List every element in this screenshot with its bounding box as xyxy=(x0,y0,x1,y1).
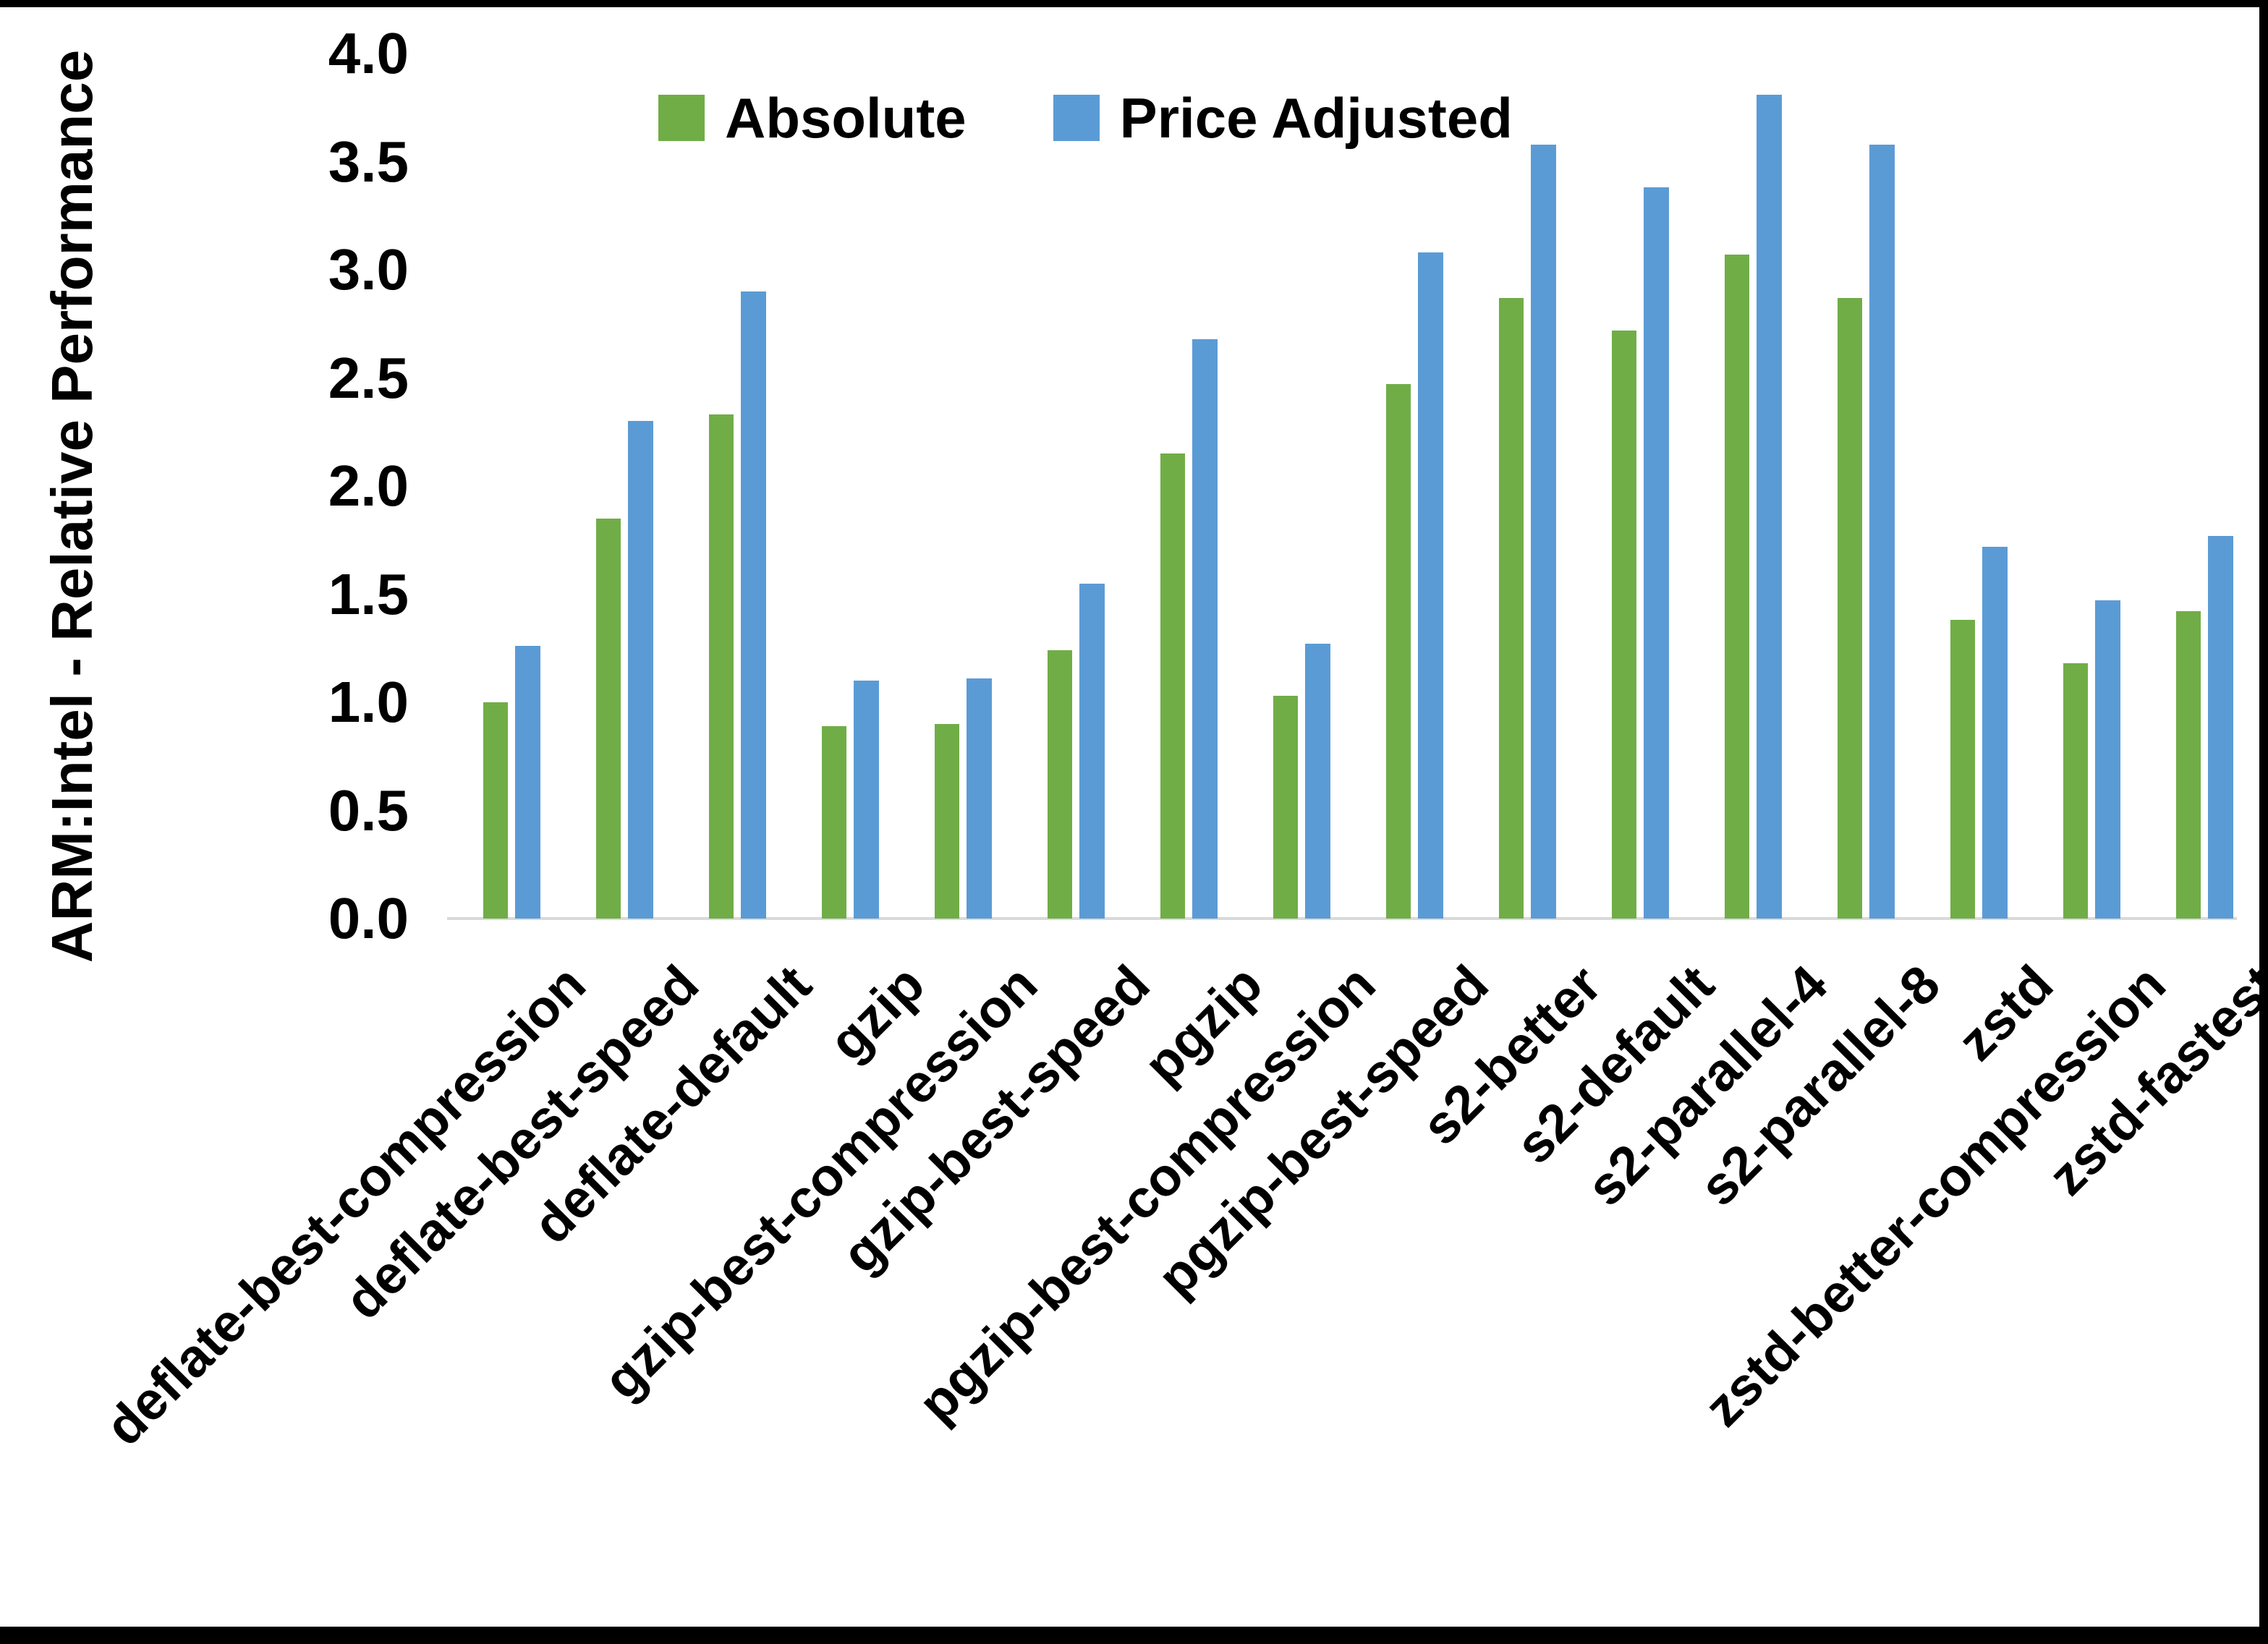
bar-price-adjusted-gzip-best-speed xyxy=(1079,584,1105,919)
legend-swatch-price-adjusted-icon xyxy=(1053,95,1100,141)
frame-border-right xyxy=(2259,0,2268,1644)
y-tick-label-3.5: 3.5 xyxy=(328,129,409,194)
bar-price-adjusted-deflate-default xyxy=(741,291,766,919)
bar-absolute-s2-better xyxy=(1499,298,1524,919)
bar-absolute-zstd-better-compression xyxy=(2063,663,2088,919)
chart-legend: Absolute Price Adjusted xyxy=(658,86,1513,150)
bar-absolute-s2-default xyxy=(1612,331,1636,919)
bar-absolute-s2-parallel-8 xyxy=(1838,298,1862,919)
bar-absolute-deflate-best-compression xyxy=(483,702,508,919)
bar-absolute-deflate-default xyxy=(709,414,734,919)
bar-price-adjusted-zstd-fastest xyxy=(2208,536,2233,919)
legend-item-price-adjusted: Price Adjusted xyxy=(1053,85,1513,151)
bar-absolute-zstd xyxy=(1950,620,1975,919)
bar-price-adjusted-s2-better xyxy=(1531,145,1556,919)
y-axis-title: ARM:Intel - Relative Performance xyxy=(40,49,104,963)
frame-border-top xyxy=(0,0,2268,7)
y-tick-label-0.0: 0.0 xyxy=(328,886,409,950)
bar-price-adjusted-s2-parallel-8 xyxy=(1869,145,1895,919)
y-tick-label-1.0: 1.0 xyxy=(328,670,409,734)
y-tick-label-4.0: 4.0 xyxy=(328,21,409,85)
bar-price-adjusted-pgzip-best-compression xyxy=(1305,644,1330,919)
bar-price-adjusted-pgzip-best-speed xyxy=(1418,252,1443,919)
legend-item-absolute: Absolute xyxy=(658,85,967,151)
bar-price-adjusted-pgzip xyxy=(1192,339,1218,919)
bar-absolute-gzip-best-compression xyxy=(935,724,959,919)
bar-price-adjusted-gzip-best-compression xyxy=(967,678,992,919)
x-axis-line xyxy=(447,917,2237,920)
y-tick-label-0.5: 0.5 xyxy=(328,778,409,843)
legend-label-price-adjusted: Price Adjusted xyxy=(1119,85,1513,150)
bar-absolute-deflate-best-speed xyxy=(596,519,621,919)
bar-absolute-pgzip xyxy=(1160,453,1185,919)
bar-price-adjusted-deflate-best-speed xyxy=(628,421,653,919)
y-tick-label-1.5: 1.5 xyxy=(328,561,409,626)
bar-price-adjusted-zstd xyxy=(1982,547,2008,919)
bar-absolute-gzip-best-speed xyxy=(1048,650,1072,919)
bar-absolute-gzip xyxy=(822,726,846,919)
bar-absolute-s2-parallel-4 xyxy=(1725,255,1749,919)
bar-price-adjusted-zstd-better-compression xyxy=(2095,600,2120,919)
frame-border-bottom xyxy=(0,1627,2268,1644)
y-tick-label-2.0: 2.0 xyxy=(328,453,409,518)
bar-price-adjusted-s2-default xyxy=(1644,187,1669,919)
legend-label-absolute: Absolute xyxy=(725,85,967,150)
legend-swatch-absolute-icon xyxy=(658,95,705,141)
bar-price-adjusted-gzip xyxy=(854,681,879,919)
bar-price-adjusted-deflate-best-compression xyxy=(515,646,540,919)
bar-absolute-pgzip-best-compression xyxy=(1273,696,1298,919)
y-tick-label-2.5: 2.5 xyxy=(328,345,409,410)
bar-absolute-pgzip-best-speed xyxy=(1386,384,1411,919)
y-tick-label-3.0: 3.0 xyxy=(328,237,409,302)
bar-price-adjusted-s2-parallel-4 xyxy=(1757,95,1782,919)
bar-absolute-zstd-fastest xyxy=(2176,611,2201,919)
x-tick-label-deflate-best-compression: deflate-best-compression xyxy=(93,953,597,1457)
